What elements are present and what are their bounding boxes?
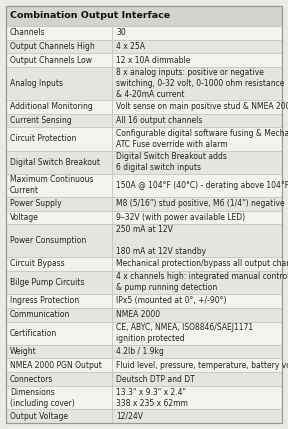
Text: CE, ABYC, NMEA, ISO8846/SAEJ1171
ignition protected: CE, ABYC, NMEA, ISO8846/SAEJ1171 ignitio…: [116, 323, 253, 343]
Text: Dimensions
(including cover): Dimensions (including cover): [10, 388, 75, 408]
FancyBboxPatch shape: [6, 409, 112, 423]
FancyBboxPatch shape: [112, 39, 282, 54]
FancyBboxPatch shape: [6, 321, 112, 344]
FancyBboxPatch shape: [6, 67, 112, 100]
FancyBboxPatch shape: [112, 372, 282, 386]
Text: All 16 output channels: All 16 output channels: [116, 116, 203, 125]
Text: Digital Switch Breakout adds
6 digital switch inputs: Digital Switch Breakout adds 6 digital s…: [116, 152, 227, 172]
FancyBboxPatch shape: [112, 100, 282, 114]
Text: Fluid level, pressure, temperature, battery volts: Fluid level, pressure, temperature, batt…: [116, 361, 288, 370]
FancyBboxPatch shape: [6, 308, 112, 321]
FancyBboxPatch shape: [112, 127, 282, 151]
FancyBboxPatch shape: [112, 308, 282, 321]
Text: NMEA 2000: NMEA 2000: [116, 310, 160, 319]
Text: Output Channels High: Output Channels High: [10, 42, 95, 51]
FancyBboxPatch shape: [6, 294, 112, 308]
Text: 4 x 25A: 4 x 25A: [116, 42, 145, 51]
Text: Connectors: Connectors: [10, 375, 53, 384]
Text: Digital Switch Breakout: Digital Switch Breakout: [10, 157, 100, 166]
FancyBboxPatch shape: [6, 26, 112, 39]
Text: Power Consumption: Power Consumption: [10, 236, 86, 245]
Text: Circuit Bypass: Circuit Bypass: [10, 260, 65, 269]
Text: IPx5 (mounted at 0°, +/-90°): IPx5 (mounted at 0°, +/-90°): [116, 296, 227, 305]
FancyBboxPatch shape: [6, 127, 112, 151]
FancyBboxPatch shape: [6, 100, 112, 114]
FancyBboxPatch shape: [6, 359, 112, 372]
FancyBboxPatch shape: [112, 174, 282, 197]
Text: Maximum Continuous
Current: Maximum Continuous Current: [10, 175, 94, 195]
Text: 8 x analog inputs: positive or negative
switching, 0-32 volt, 0-1000 ohm resista: 8 x analog inputs: positive or negative …: [116, 68, 285, 99]
FancyBboxPatch shape: [6, 257, 112, 271]
Text: Output Voltage: Output Voltage: [10, 411, 68, 420]
FancyBboxPatch shape: [6, 174, 112, 197]
FancyBboxPatch shape: [6, 39, 112, 54]
FancyBboxPatch shape: [6, 271, 112, 294]
Text: 9–32V (with power available LED): 9–32V (with power available LED): [116, 213, 245, 222]
Text: 12/24V: 12/24V: [116, 411, 143, 420]
FancyBboxPatch shape: [112, 197, 282, 211]
Text: Deutsch DTP and DT: Deutsch DTP and DT: [116, 375, 195, 384]
Text: Combination Output Interface: Combination Output Interface: [10, 12, 170, 21]
Text: Additional Monitoring: Additional Monitoring: [10, 102, 93, 111]
Text: M8 (5/16") stud positive, M6 (1/4") negative: M8 (5/16") stud positive, M6 (1/4") nega…: [116, 199, 285, 208]
Text: Ingress Protection: Ingress Protection: [10, 296, 79, 305]
FancyBboxPatch shape: [6, 344, 112, 359]
Text: NMEA 2000 PGN Output: NMEA 2000 PGN Output: [10, 361, 102, 370]
FancyBboxPatch shape: [6, 197, 112, 211]
Text: Voltage: Voltage: [10, 213, 39, 222]
Text: Current Sensing: Current Sensing: [10, 116, 72, 125]
Text: 4.2lb / 1.9kg: 4.2lb / 1.9kg: [116, 347, 164, 356]
Text: 150A @ 104°F (40°C) - derating above 104°F (40°C): 150A @ 104°F (40°C) - derating above 104…: [116, 181, 288, 190]
FancyBboxPatch shape: [112, 224, 282, 257]
Text: Communication: Communication: [10, 310, 70, 319]
Text: Configurable digital software fusing & Mechanical
ATC Fuse override with alarm: Configurable digital software fusing & M…: [116, 129, 288, 149]
FancyBboxPatch shape: [112, 359, 282, 372]
Text: 4 x channels high: integrated manual control
& pump running detection: 4 x channels high: integrated manual con…: [116, 272, 288, 292]
FancyBboxPatch shape: [112, 271, 282, 294]
FancyBboxPatch shape: [112, 26, 282, 39]
FancyBboxPatch shape: [6, 6, 282, 26]
FancyBboxPatch shape: [6, 54, 112, 67]
FancyBboxPatch shape: [112, 151, 282, 174]
FancyBboxPatch shape: [112, 344, 282, 359]
FancyBboxPatch shape: [6, 151, 112, 174]
Text: 12 x 10A dimmable: 12 x 10A dimmable: [116, 56, 191, 65]
Text: Channels: Channels: [10, 28, 46, 37]
Text: Output Channels Low: Output Channels Low: [10, 56, 92, 65]
FancyBboxPatch shape: [6, 211, 112, 224]
FancyBboxPatch shape: [112, 67, 282, 100]
FancyBboxPatch shape: [6, 386, 112, 409]
FancyBboxPatch shape: [112, 294, 282, 308]
Text: 30: 30: [116, 28, 126, 37]
Text: Certification: Certification: [10, 329, 57, 338]
Text: Bilge Pump Circuits: Bilge Pump Circuits: [10, 278, 84, 287]
Text: Circuit Protection: Circuit Protection: [10, 134, 76, 143]
FancyBboxPatch shape: [112, 114, 282, 127]
Text: 250 mA at 12V

180 mA at 12V standby: 250 mA at 12V 180 mA at 12V standby: [116, 226, 206, 256]
FancyBboxPatch shape: [112, 54, 282, 67]
FancyBboxPatch shape: [112, 386, 282, 409]
FancyBboxPatch shape: [6, 114, 112, 127]
Text: Weight: Weight: [10, 347, 37, 356]
Text: Analog Inputs: Analog Inputs: [10, 79, 63, 88]
Text: Mechanical protection/bypass all output channels: Mechanical protection/bypass all output …: [116, 260, 288, 269]
FancyBboxPatch shape: [112, 321, 282, 344]
Text: Volt sense on main positive stud & NMEA 2000: Volt sense on main positive stud & NMEA …: [116, 102, 288, 111]
FancyBboxPatch shape: [6, 372, 112, 386]
Text: Power Supply: Power Supply: [10, 199, 62, 208]
FancyBboxPatch shape: [6, 224, 112, 257]
FancyBboxPatch shape: [112, 257, 282, 271]
FancyBboxPatch shape: [112, 211, 282, 224]
Text: 13.3" x 9.3" x 2.4"
338 x 235 x 62mm: 13.3" x 9.3" x 2.4" 338 x 235 x 62mm: [116, 388, 188, 408]
FancyBboxPatch shape: [112, 409, 282, 423]
